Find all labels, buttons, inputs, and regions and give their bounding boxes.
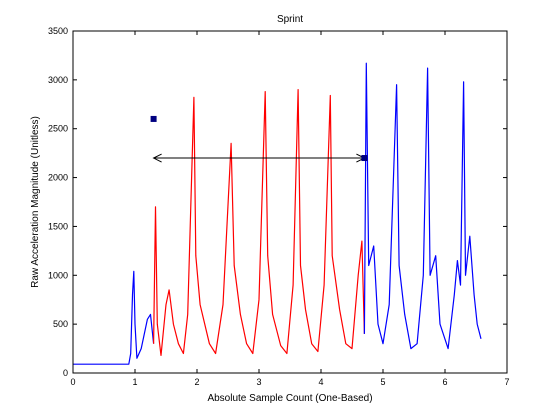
y-tick-label: 0	[63, 368, 68, 378]
y-tick-label: 2000	[48, 173, 68, 183]
y-tick-label: 2500	[48, 124, 68, 134]
annotation-layer	[150, 115, 368, 163]
x-tick-label: 5	[380, 377, 385, 387]
y-tick-label: 500	[53, 319, 68, 329]
y-axis: 0 500 1000 1500 2000 2500 3000 3500	[48, 26, 507, 378]
y-tick-label: 1000	[48, 270, 68, 280]
x-tick-label: 7	[504, 377, 509, 387]
series-line-post	[363, 62, 482, 350]
x-axis: 0 1 2 3 4 5 6 7	[70, 31, 510, 387]
sprint-start-marker	[150, 115, 157, 122]
chart-title: Sprint	[277, 14, 303, 25]
y-axis-title: Raw Acceleration Magnitude (Unitless)	[30, 116, 41, 288]
plot-frame	[72, 30, 508, 374]
y-tick-label: 1500	[48, 221, 68, 231]
arrow-head-left	[152, 153, 162, 163]
y-tick-label: 3500	[48, 26, 68, 36]
x-tick-label: 4	[318, 377, 323, 387]
series-layer	[73, 62, 482, 365]
series-line-pre	[73, 270, 155, 365]
x-axis-title: Absolute Sample Count (One-Based)	[207, 393, 372, 404]
y-tick-label: 3000	[48, 75, 68, 85]
x-tick-label: 1	[132, 377, 137, 387]
sprint-end-marker	[361, 155, 368, 162]
x-tick-label: 6	[442, 377, 447, 387]
x-tick-label: 0	[70, 377, 75, 387]
x-tick-label: 3	[256, 377, 261, 387]
x-tick-label: 2	[194, 377, 199, 387]
series-line-sprint	[153, 88, 365, 356]
